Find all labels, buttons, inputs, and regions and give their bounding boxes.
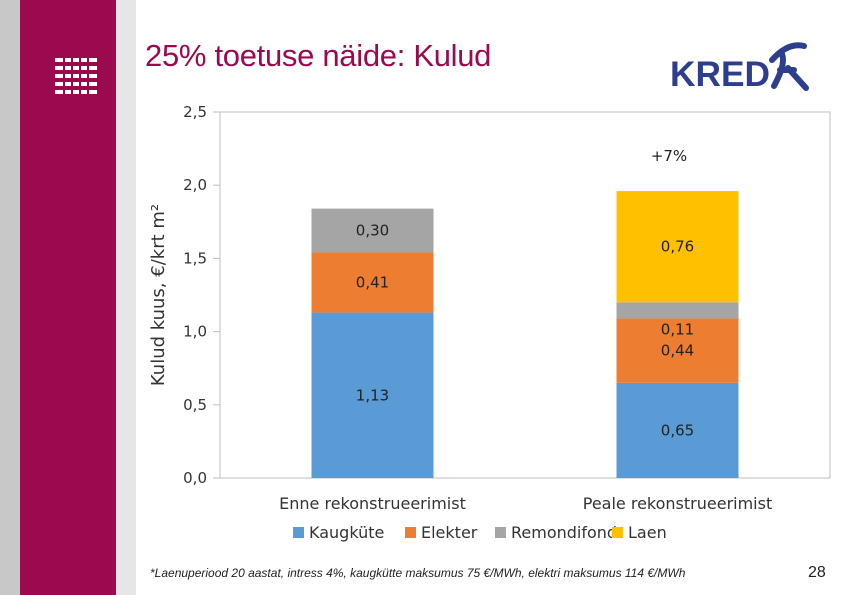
kredex-logo: KRED — [670, 42, 809, 94]
data-label: 0,44 — [661, 342, 694, 360]
bar-segment — [616, 302, 739, 319]
y-tick-label: 2,0 — [183, 176, 207, 194]
bar-segment — [616, 318, 739, 383]
legend-swatch — [405, 527, 416, 538]
side-light-strip — [116, 0, 136, 595]
bar-segment — [616, 191, 739, 303]
data-label: 0,76 — [661, 238, 694, 256]
footnote: *Laenuperiood 20 aastat, intress 4%, kau… — [150, 566, 686, 580]
legend-swatch — [293, 527, 304, 538]
cost-chart: 0,0 0,5 1,0 1,5 2,0 2,5 1,13 0,41 0,30 0,65 0,44 0… — [148, 103, 831, 542]
y-tick-label: 2,5 — [183, 103, 207, 121]
segment-labels: 1,13 0,41 0,30 0,65 0,44 0,11 0,76 — [356, 222, 694, 440]
slide-title: 25% toetuse näide: Kulud — [145, 38, 492, 73]
y-axis-ticks: 0,0 0,5 1,0 1,5 2,0 2,5 — [183, 103, 220, 487]
data-label: 0,65 — [661, 421, 694, 439]
y-axis-label: Kulud kuus, €/krt m² — [148, 204, 169, 386]
bar-segment — [616, 382, 739, 478]
y-tick-label: 0,5 — [183, 396, 207, 414]
legend-label: Elekter — [421, 523, 478, 542]
legend-label: Kaugküte — [309, 523, 384, 542]
bar-group — [311, 191, 739, 478]
legend: Kaugküte Elekter Remondifond Laen — [293, 523, 667, 542]
data-label: 0,41 — [356, 274, 389, 292]
data-label: 0,11 — [661, 320, 694, 338]
legend-label: Laen — [628, 523, 667, 542]
legend-item: Remondifond — [495, 523, 617, 542]
legend-label: Remondifond — [511, 523, 617, 542]
y-tick-label: 1,5 — [183, 249, 207, 267]
x-category-label: Peale rekonstrueerimist — [583, 494, 772, 513]
y-tick-label: 0,0 — [183, 469, 207, 487]
x-category-label: Enne rekonstrueerimist — [279, 494, 466, 513]
bar-segment — [311, 208, 434, 253]
y-tick-label: 1,0 — [183, 323, 207, 341]
bar-segment — [311, 312, 434, 478]
svg-text:KRED: KRED — [670, 55, 770, 94]
side-color-band — [20, 0, 116, 595]
change-annotation: +7% — [651, 147, 687, 165]
grid-logo-icon — [55, 58, 97, 96]
side-gray-strip — [0, 0, 20, 595]
legend-item: Kaugküte — [293, 523, 384, 542]
bar-segment — [311, 252, 434, 313]
legend-item: Laen — [612, 523, 667, 542]
category-labels: Enne rekonstrueerimist Peale rekonstrueer… — [279, 494, 772, 513]
legend-item: Elekter — [405, 523, 478, 542]
data-label: 1,13 — [356, 386, 389, 404]
legend-swatch — [612, 527, 623, 538]
page-number: 28 — [808, 564, 826, 581]
data-label: 0,30 — [356, 222, 389, 240]
legend-swatch — [495, 527, 506, 538]
plot-area — [219, 111, 831, 479]
